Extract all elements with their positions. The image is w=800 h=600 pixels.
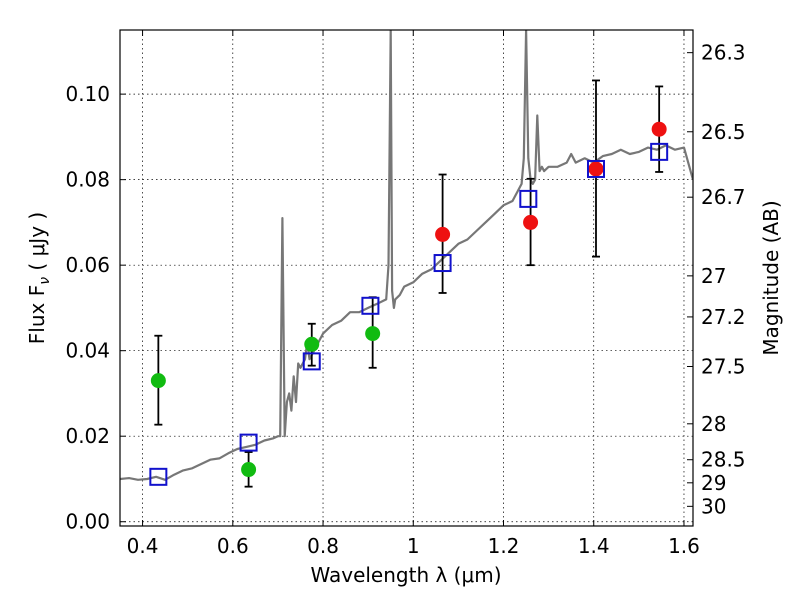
y-tick-label: 0.08: [65, 168, 110, 192]
y-axis-label-sub: ν: [37, 277, 53, 285]
x-tick-label: 0.8: [307, 534, 339, 558]
model-square: [302, 352, 321, 371]
y2-tick-label: 26.7: [701, 185, 746, 209]
x-axis-label: Wavelength λ (μm): [310, 563, 501, 587]
data-point: [588, 161, 604, 177]
y2-axis-label: Magnitude (AB): [759, 200, 783, 355]
y-tick-label: 0.10: [65, 82, 110, 106]
axis-ticks: 0.4 0.6 0.8 1 1.2 1.4 1.6 0.00 0.02 0.04 0.06 0.08 0…: [65, 30, 746, 558]
plot-background: [120, 30, 693, 526]
model-square: [149, 467, 168, 486]
data-point: [304, 336, 320, 352]
spectrum-line: [120, 30, 693, 481]
y2-tick-label: 27.5: [701, 355, 746, 379]
model-square: [239, 433, 258, 452]
y2-tick-label: 27.2: [701, 305, 746, 329]
model-square: [586, 159, 605, 178]
y-axis-label-unit: ( μJy ): [25, 212, 49, 277]
plot-frame: [119, 29, 694, 527]
x-tick-label: 1.2: [488, 534, 520, 558]
y-tick-label: 0.02: [65, 424, 110, 448]
y-axis-label-main: Flux F: [25, 285, 49, 344]
x-tick-label: 1.4: [578, 534, 610, 558]
y-tick-label: 0.06: [65, 253, 110, 277]
x-tick-label: 0.6: [217, 534, 249, 558]
y2-tick-label: 26.5: [701, 120, 746, 144]
data-point: [523, 214, 539, 230]
x-tick-label: 1: [407, 534, 420, 558]
data-point: [241, 462, 257, 478]
y-tick-label: 0.00: [65, 510, 110, 534]
y2-tick-label: 28.5: [701, 448, 746, 472]
data-point: [651, 121, 667, 137]
series-layer: [120, 30, 693, 488]
y-tick-label: 0.04: [65, 339, 110, 363]
y2-tick-label: 30: [701, 494, 726, 518]
data-point: [435, 226, 451, 242]
data-point: [365, 326, 381, 342]
grid-lines: [120, 30, 693, 526]
data-point: [150, 373, 166, 389]
y2-tick-label: 27: [701, 264, 726, 288]
x-tick-label: 0.4: [127, 534, 159, 558]
y2-tick-label: 28: [701, 412, 726, 436]
model-square: [433, 254, 452, 273]
model-square: [650, 142, 669, 161]
y2-tick-label: 29: [701, 471, 726, 495]
model-square: [361, 296, 380, 315]
model-square: [519, 189, 538, 208]
x-tick-label: 1.6: [668, 534, 700, 558]
y2-tick-label: 26.3: [701, 41, 746, 65]
y-axis-label: Flux Fν ( μJy ): [25, 212, 53, 344]
